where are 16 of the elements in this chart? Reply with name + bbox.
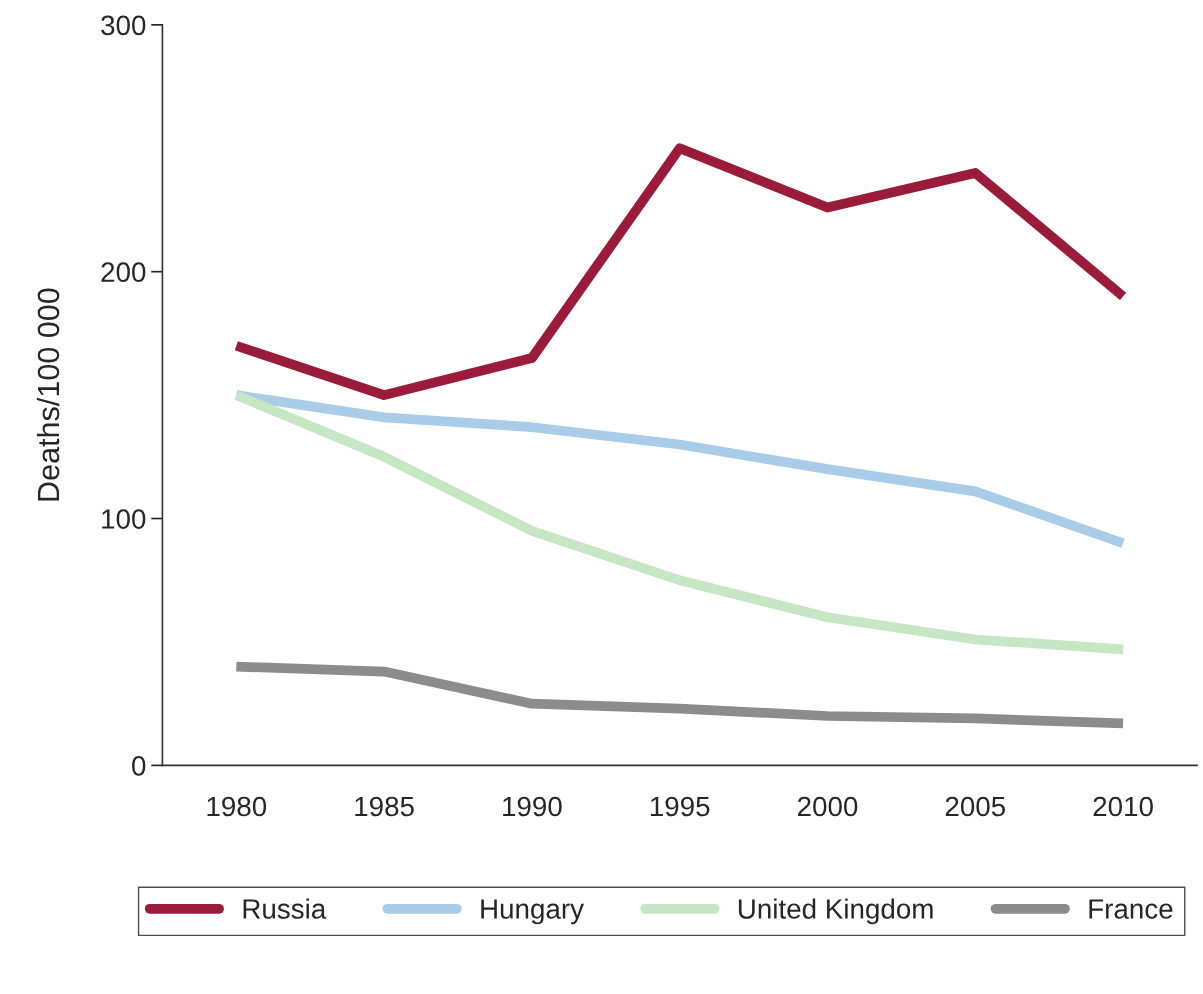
y-tick-label: 200 [101, 262, 146, 283]
x-tick-label: 1995 [650, 796, 710, 817]
legend-label: Hungary [481, 899, 584, 925]
y-tick-label: 300 [101, 15, 146, 36]
x-tick-label: 2010 [1093, 796, 1153, 817]
y-tick-label: 0 [132, 756, 146, 776]
x-tick-label: 2005 [945, 796, 1006, 817]
x-tick-label: 1980 [207, 796, 267, 817]
y-axis-title: Deaths/100 000 [36, 288, 60, 501]
legend-label: France [1089, 899, 1173, 919]
y-tick-label: 100 [102, 509, 146, 529]
x-tick-label: 2000 [798, 796, 858, 817]
legend-label: United Kingdom [738, 898, 933, 925]
x-tick-label: 1990 [503, 796, 562, 817]
legend-label: Russia [243, 898, 327, 919]
x-tick-label: 1985 [355, 796, 414, 817]
